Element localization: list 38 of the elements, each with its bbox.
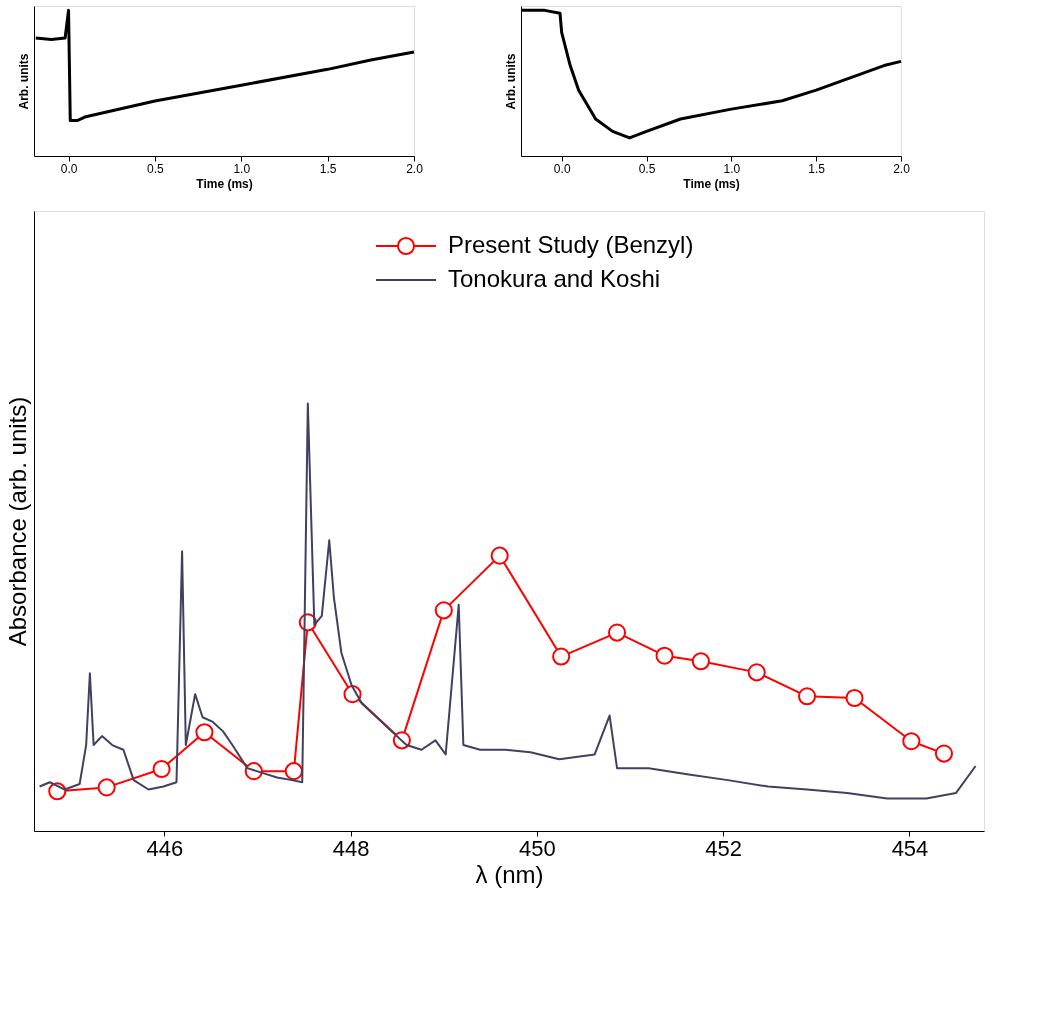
x-axis-title: λ (nm): [475, 860, 544, 888]
point: [552, 647, 571, 666]
x-tick-label: 1.0: [233, 161, 251, 176]
x-axis-title: Time (ms): [683, 176, 740, 191]
point: [902, 732, 921, 751]
x-tick-label: 446: [146, 835, 184, 861]
x-tick-label: 2.0: [893, 161, 911, 176]
y-axis-title: Arb. units: [16, 53, 31, 110]
point: [152, 759, 171, 779]
x-tick-label: 1.5: [319, 161, 337, 176]
x-tick-label: 452: [705, 835, 743, 861]
point: [607, 623, 627, 642]
x-tick-label: 0.5: [638, 161, 656, 176]
x-tick-label: 0.0: [553, 161, 571, 176]
x-tick-label: 1.5: [808, 161, 826, 176]
x-tick-label: 450: [519, 835, 556, 861]
point: [97, 778, 116, 797]
point: [934, 744, 954, 763]
point: [284, 762, 303, 781]
point: [845, 688, 864, 708]
x-tick-label: 1.0: [723, 161, 741, 176]
point: [490, 546, 509, 565]
y-axis-title: Absorbance (arb. units): [3, 396, 31, 647]
point: [797, 687, 817, 706]
point: [195, 723, 214, 742]
point: [655, 646, 674, 665]
legend-label: Present Study (Benzyl): [448, 231, 694, 258]
point: [747, 663, 766, 682]
x-tick-label: 0.5: [147, 161, 165, 176]
legend-label: Tonokura and Koshi: [448, 265, 661, 292]
x-tick-label: 0.0: [60, 161, 78, 176]
y-axis-title: Arb. units: [503, 53, 518, 110]
x-tick-label: 2.0: [406, 161, 424, 176]
x-tick-label: 448: [332, 835, 370, 861]
x-tick-label: 454: [891, 835, 929, 861]
point: [434, 601, 453, 620]
point: [691, 652, 710, 671]
x-axis-title: Time (ms): [196, 176, 253, 191]
